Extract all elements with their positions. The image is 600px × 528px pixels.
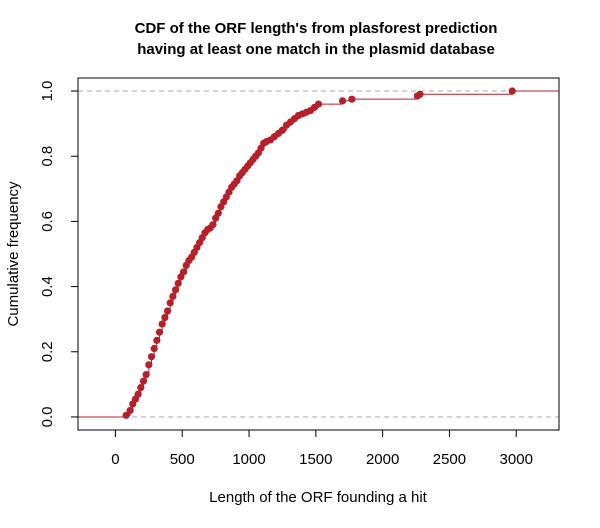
x-tick-label: 2000 — [366, 451, 399, 468]
data-point — [122, 411, 130, 419]
data-point — [314, 100, 323, 108]
y-axis: 0.0 0.2 0.4 0.6 0.8 1.0 — [39, 81, 79, 428]
data-point — [171, 286, 180, 294]
x-tick-label: 2500 — [433, 451, 466, 468]
data-point — [142, 370, 150, 379]
data-point — [338, 97, 347, 105]
y-tick-label: 0.2 — [39, 341, 56, 362]
data-point — [179, 268, 188, 276]
x-tick-label: 0 — [111, 451, 119, 468]
data-point — [126, 406, 134, 415]
data-point — [134, 390, 142, 398]
data-point — [155, 328, 164, 336]
x-tick-label: 500 — [170, 451, 195, 468]
x-axis-label: Length of the ORF founding a hit — [209, 489, 427, 506]
data-point — [278, 126, 287, 134]
data-point — [214, 209, 222, 217]
reference-lines — [78, 90, 559, 418]
data-point — [166, 299, 174, 307]
y-tick-label: 1.0 — [39, 81, 56, 102]
x-tick-label: 3000 — [500, 451, 533, 468]
data-point — [508, 87, 516, 95]
y-tick-label: 0.4 — [39, 276, 56, 297]
data-point — [150, 344, 158, 353]
y-axis-label: Cumulative frequency — [5, 181, 22, 327]
data-point — [163, 307, 172, 315]
x-axis: 0 500 1000 1500 2000 2500 3000 — [111, 429, 533, 468]
chart-title-line-2: having at least one match in the plasmid… — [137, 41, 495, 58]
data-point — [169, 292, 177, 300]
chart-title-line-1: CDF of the ORF length's from plasforest … — [135, 20, 498, 37]
data-point — [209, 221, 217, 229]
x-tick-label: 1000 — [232, 451, 265, 468]
y-tick-label: 0.8 — [39, 146, 56, 167]
data-point — [139, 377, 148, 385]
data-point — [348, 95, 356, 103]
data-point — [147, 353, 156, 361]
data-point — [416, 90, 424, 98]
x-tick-label: 1500 — [299, 451, 332, 468]
data-point — [158, 320, 166, 328]
y-tick-label: 0.0 — [39, 407, 56, 428]
plot-frame — [77, 77, 560, 431]
ecdf-points — [122, 87, 516, 419]
data-point — [153, 336, 161, 344]
y-tick-label: 0.6 — [39, 211, 56, 232]
data-point — [145, 361, 153, 369]
data-point — [161, 313, 169, 322]
data-point — [174, 279, 182, 287]
data-point — [137, 384, 145, 392]
